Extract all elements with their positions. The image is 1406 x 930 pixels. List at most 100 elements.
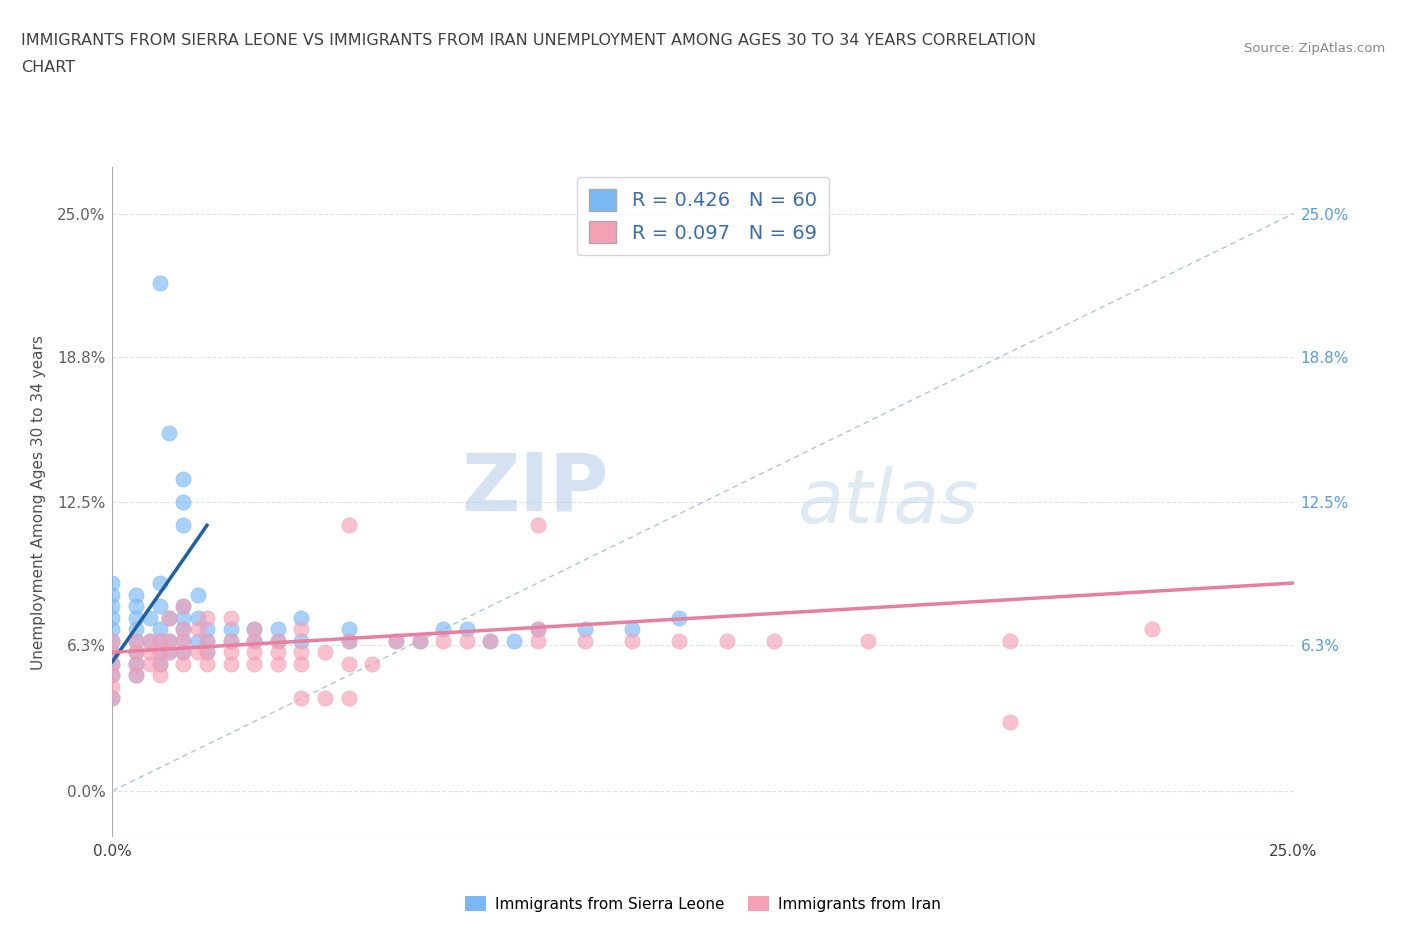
Point bbox=[172, 599, 194, 614]
Point bbox=[195, 644, 218, 659]
Point bbox=[526, 622, 548, 637]
Point bbox=[101, 599, 124, 614]
Point bbox=[243, 633, 266, 648]
Point bbox=[219, 633, 242, 648]
Point bbox=[337, 633, 360, 648]
Point bbox=[172, 644, 194, 659]
Point bbox=[149, 622, 172, 637]
Point bbox=[621, 622, 644, 637]
Legend: R = 0.426   N = 60, R = 0.097   N = 69: R = 0.426 N = 60, R = 0.097 N = 69 bbox=[578, 177, 828, 255]
Point bbox=[101, 668, 124, 683]
Point bbox=[172, 657, 194, 671]
Point bbox=[998, 714, 1021, 729]
Point bbox=[101, 691, 124, 706]
Point bbox=[621, 633, 644, 648]
Point bbox=[125, 668, 148, 683]
Point bbox=[1140, 622, 1163, 637]
Point bbox=[149, 657, 172, 671]
Point bbox=[101, 633, 124, 648]
Point bbox=[139, 644, 162, 659]
Point bbox=[101, 691, 124, 706]
Point bbox=[149, 633, 172, 648]
Point bbox=[526, 518, 548, 533]
Point bbox=[361, 657, 384, 671]
Point bbox=[337, 622, 360, 637]
Point bbox=[195, 644, 218, 659]
Point bbox=[125, 610, 148, 625]
Text: atlas: atlas bbox=[797, 466, 979, 538]
Point bbox=[149, 668, 172, 683]
Point bbox=[668, 633, 690, 648]
Point bbox=[125, 657, 148, 671]
Point bbox=[157, 633, 180, 648]
Point bbox=[267, 644, 290, 659]
Point bbox=[290, 691, 312, 706]
Point bbox=[186, 587, 208, 602]
Point bbox=[125, 633, 148, 648]
Point bbox=[125, 657, 148, 671]
Point bbox=[267, 633, 290, 648]
Point bbox=[125, 599, 148, 614]
Point bbox=[716, 633, 738, 648]
Point bbox=[139, 610, 162, 625]
Point bbox=[219, 644, 242, 659]
Point bbox=[503, 633, 526, 648]
Point bbox=[125, 633, 148, 648]
Point bbox=[186, 610, 208, 625]
Point bbox=[172, 472, 194, 486]
Point bbox=[432, 633, 454, 648]
Point bbox=[101, 657, 124, 671]
Point bbox=[195, 657, 218, 671]
Point bbox=[267, 622, 290, 637]
Point bbox=[149, 275, 172, 290]
Point bbox=[195, 633, 218, 648]
Point bbox=[243, 622, 266, 637]
Point bbox=[668, 610, 690, 625]
Point bbox=[149, 633, 172, 648]
Point bbox=[101, 680, 124, 695]
Point bbox=[219, 610, 242, 625]
Y-axis label: Unemployment Among Ages 30 to 34 years: Unemployment Among Ages 30 to 34 years bbox=[31, 335, 46, 670]
Point bbox=[157, 426, 180, 441]
Point bbox=[243, 644, 266, 659]
Point bbox=[385, 633, 408, 648]
Point bbox=[195, 622, 218, 637]
Point bbox=[157, 610, 180, 625]
Point bbox=[479, 633, 502, 648]
Point bbox=[172, 610, 194, 625]
Point bbox=[385, 633, 408, 648]
Point bbox=[101, 644, 124, 659]
Text: CHART: CHART bbox=[21, 60, 75, 75]
Point bbox=[195, 610, 218, 625]
Point bbox=[101, 610, 124, 625]
Point bbox=[314, 691, 336, 706]
Text: IMMIGRANTS FROM SIERRA LEONE VS IMMIGRANTS FROM IRAN UNEMPLOYMENT AMONG AGES 30 : IMMIGRANTS FROM SIERRA LEONE VS IMMIGRAN… bbox=[21, 33, 1036, 47]
Text: ZIP: ZIP bbox=[461, 450, 609, 528]
Point bbox=[290, 644, 312, 659]
Point bbox=[149, 644, 172, 659]
Point bbox=[408, 633, 430, 648]
Point bbox=[432, 622, 454, 637]
Point bbox=[526, 633, 548, 648]
Point bbox=[574, 622, 596, 637]
Point bbox=[101, 622, 124, 637]
Point bbox=[267, 657, 290, 671]
Point bbox=[172, 599, 194, 614]
Point bbox=[219, 633, 242, 648]
Point bbox=[290, 633, 312, 648]
Point bbox=[139, 633, 162, 648]
Point bbox=[479, 633, 502, 648]
Point bbox=[172, 622, 194, 637]
Point bbox=[101, 587, 124, 602]
Point bbox=[172, 495, 194, 510]
Point bbox=[290, 622, 312, 637]
Point bbox=[186, 622, 208, 637]
Point bbox=[762, 633, 785, 648]
Point bbox=[337, 691, 360, 706]
Point bbox=[157, 644, 180, 659]
Point bbox=[314, 644, 336, 659]
Point bbox=[408, 633, 430, 648]
Point bbox=[858, 633, 880, 648]
Point bbox=[149, 644, 172, 659]
Point bbox=[186, 633, 208, 648]
